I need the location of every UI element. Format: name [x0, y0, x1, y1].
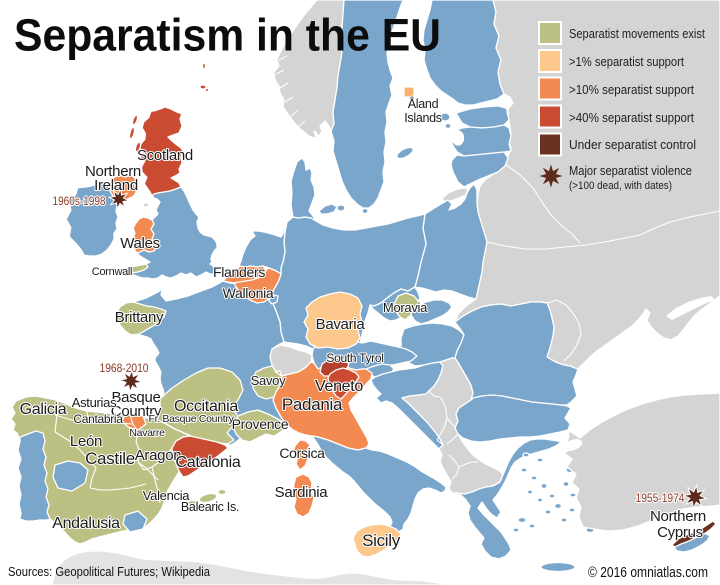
svg-text:Corsica: Corsica — [279, 445, 325, 461]
svg-text:Cantabria: Cantabria — [73, 412, 123, 426]
svg-text:(>100 dead, with dates): (>100 dead, with dates) — [569, 180, 672, 192]
svg-text:South Tyrol: South Tyrol — [326, 351, 383, 365]
svg-text:1960s-1998: 1960s-1998 — [53, 194, 106, 208]
svg-text:Balearic Is.: Balearic Is. — [181, 500, 239, 514]
svg-text:Bavaria: Bavaria — [316, 316, 366, 333]
svg-text:Ireland: Ireland — [94, 177, 138, 194]
svg-text:Wallonia: Wallonia — [223, 285, 274, 301]
svg-text:Valencia: Valencia — [143, 488, 191, 503]
svg-text:Northern: Northern — [85, 163, 141, 180]
svg-text:Savoy: Savoy — [251, 373, 286, 388]
svg-text:Sardinia: Sardinia — [275, 484, 329, 501]
svg-text:Castile: Castile — [85, 449, 135, 468]
svg-text:Andalusia: Andalusia — [52, 515, 120, 532]
svg-text:© 2016 omniatlas.com: © 2016 omniatlas.com — [588, 565, 708, 581]
svg-text:Sicily: Sicily — [362, 531, 401, 550]
svg-text:Provence: Provence — [232, 416, 289, 432]
svg-text:Moravia: Moravia — [383, 300, 428, 315]
svg-text:Under separatist control: Under separatist control — [569, 137, 696, 152]
svg-text:Wales: Wales — [120, 235, 160, 252]
svg-text:Islands: Islands — [404, 111, 442, 125]
svg-text:>40% separatist support: >40% separatist support — [569, 110, 694, 125]
svg-text:>1% separatist support: >1% separatist support — [569, 54, 684, 69]
svg-text:>10% separatist support: >10% separatist support — [569, 82, 694, 97]
svg-text:1968-2010: 1968-2010 — [100, 361, 149, 375]
svg-text:Separatism in the EU: Separatism in the EU — [14, 10, 441, 61]
svg-text:Major separatist violence: Major separatist violence — [569, 163, 692, 178]
svg-text:Asturias: Asturias — [72, 395, 117, 410]
svg-text:Flanders: Flanders — [213, 264, 265, 280]
svg-text:Scotland: Scotland — [137, 147, 193, 164]
svg-text:Country: Country — [111, 403, 162, 420]
svg-text:León: León — [70, 433, 102, 450]
svg-text:Galicia: Galicia — [20, 401, 67, 418]
svg-text:Aragon: Aragon — [135, 447, 182, 464]
svg-text:Separatist movements exist: Separatist movements exist — [569, 26, 705, 41]
svg-text:Veneto: Veneto — [315, 378, 363, 395]
svg-text:Navarre: Navarre — [129, 427, 165, 439]
svg-text:Sources: Geopolitical Futures;: Sources: Geopolitical Futures; Wikipedia — [8, 564, 211, 579]
svg-text:Occitania: Occitania — [174, 398, 238, 415]
svg-text:Catalonia: Catalonia — [176, 454, 241, 471]
svg-text:Fr. Basque Country: Fr. Basque Country — [148, 413, 234, 425]
svg-text:Åland: Åland — [408, 96, 439, 111]
svg-text:Cornwall: Cornwall — [92, 266, 132, 278]
svg-text:Cyprus: Cyprus — [657, 524, 703, 541]
svg-text:Padania: Padania — [282, 395, 343, 414]
svg-text:Brittany: Brittany — [115, 309, 164, 326]
svg-text:Northern: Northern — [650, 508, 706, 525]
svg-text:1955-1974: 1955-1974 — [636, 491, 685, 505]
svg-text:Basque: Basque — [111, 389, 160, 406]
